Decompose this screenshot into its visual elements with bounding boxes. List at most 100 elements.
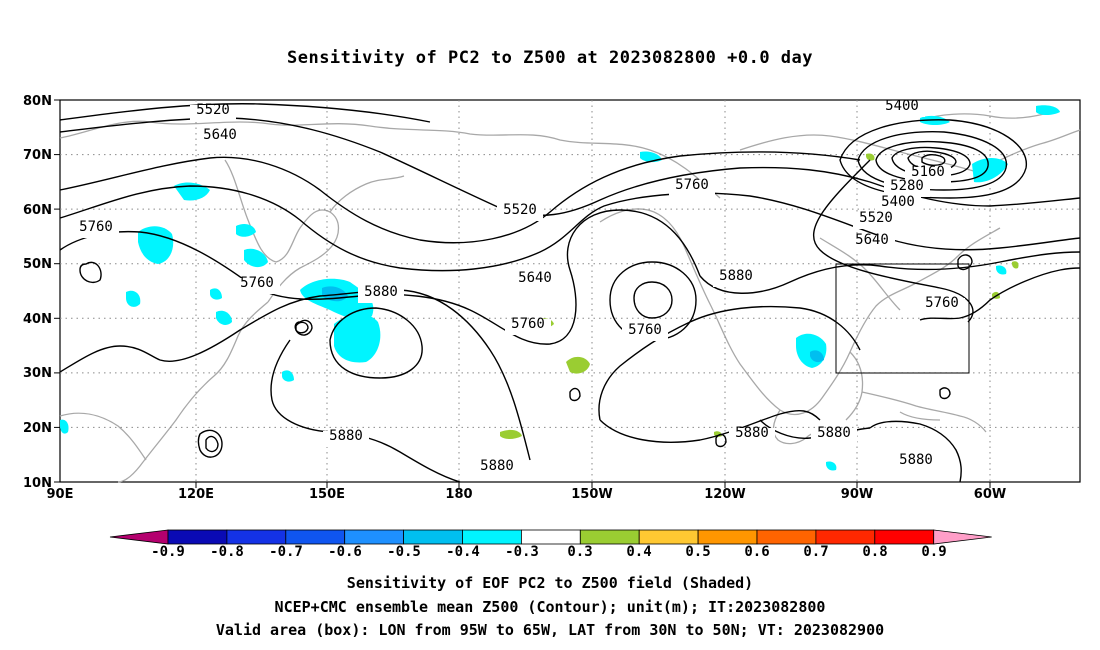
valid-area-box	[835, 263, 970, 374]
contour-label-text: 5640	[855, 232, 889, 248]
lon-label: 150E	[309, 487, 345, 502]
contour-label-text: 5760	[925, 295, 959, 311]
contour-label-text: 5880	[364, 284, 398, 300]
lon-label: 180	[445, 487, 472, 502]
contour-label: 5760	[622, 322, 668, 341]
contour-label-text: 5520	[859, 210, 893, 226]
colorbar-label: -0.3	[505, 544, 539, 560]
plot-title: Sensitivity of PC2 to Z500 at 2023082800…	[286, 48, 813, 68]
contour-label-text: 5760	[240, 275, 274, 291]
lat-label: 80N	[23, 94, 52, 109]
contour-label: 5880	[474, 458, 520, 477]
colorbar-label: -0.9	[151, 544, 185, 560]
colorbar-label: -0.8	[210, 544, 244, 560]
contour-label: 5760	[505, 316, 551, 335]
contour-label-text: 5880	[735, 425, 769, 441]
contour-label: 5400	[879, 98, 925, 117]
contour-label-text: 5760	[79, 219, 113, 235]
contour-label: 5520	[497, 202, 543, 221]
colorbar-label: 0.4	[626, 544, 651, 560]
contour-label-text: 5520	[196, 102, 230, 118]
contour-label: 5880	[893, 452, 939, 471]
colorbar-label: -0.7	[269, 544, 303, 560]
contour-label-text: 5760	[628, 322, 662, 338]
colorbar-label: -0.6	[328, 544, 362, 560]
colorbar-label: 0.6	[744, 544, 769, 560]
contour-label: 5880	[729, 425, 775, 444]
contour-label: 5640	[849, 232, 895, 251]
lat-axis: 80N 70N 60N 50N 40N 30N 20N 10N	[23, 94, 60, 491]
contour-label: 5640	[512, 270, 558, 289]
contour-label-text: 5520	[503, 202, 537, 218]
contour-label: 5760	[234, 275, 280, 294]
contour-label: 5760	[669, 177, 715, 196]
map-frame	[59, 99, 1081, 483]
colorbar-swatch	[638, 529, 699, 545]
lon-label: 60W	[974, 487, 1006, 502]
contour-label-text: 5640	[203, 127, 237, 143]
contour-label: 5520	[853, 210, 899, 229]
contour-label-text: 5400	[885, 98, 919, 114]
colorbar-label: 0.7	[803, 544, 828, 560]
colorbar-label: 0.9	[921, 544, 946, 560]
lat-label: 50N	[23, 257, 52, 272]
contour-label: 5760	[919, 295, 965, 314]
caption-contour: NCEP+CMC ensemble mean Z500 (Contour); u…	[274, 598, 826, 616]
contour-label-text: 5880	[480, 458, 514, 474]
colorbar-swatch	[579, 529, 640, 545]
contour-label-text: 5640	[518, 270, 552, 286]
contour-label: 5400	[875, 194, 921, 213]
lon-label: 90W	[841, 487, 873, 502]
contour-label-layer: 5520 5640 5400 5160 5280 5400 5520 5640 …	[73, 98, 965, 477]
contour-label-text: 5880	[329, 428, 363, 444]
colorbar-labels: -0.9 -0.8 -0.7 -0.6 -0.5 -0.4 -0.3 0.3 0…	[151, 544, 947, 560]
colorbar-swatch	[344, 529, 405, 545]
colorbar-swatch	[874, 529, 935, 545]
contour-label-text: 5760	[675, 177, 709, 193]
lat-label: 70N	[23, 148, 52, 163]
contour-label-text: 5280	[890, 178, 924, 194]
colorbar-label: 0.5	[685, 544, 710, 560]
lat-label: 20N	[23, 421, 52, 436]
lon-label: 90E	[47, 487, 74, 502]
lat-label: 60N	[23, 203, 52, 218]
lon-label: 120E	[178, 487, 214, 502]
colorbar-label: -0.4	[446, 544, 480, 560]
colorbar-arrow-left	[109, 529, 169, 545]
colorbar-swatch	[697, 529, 758, 545]
colorbar-label: 0.8	[862, 544, 887, 560]
contour-label-text: 5400	[881, 194, 915, 210]
contour-label: 5880	[323, 428, 369, 447]
contour-label: 5760	[73, 219, 119, 238]
colorbar-swatch	[226, 529, 287, 545]
contour-label-text: 5880	[899, 452, 933, 468]
caption-valid-area: Valid area (box): LON from 95W to 65W, L…	[215, 621, 885, 639]
caption-shaded: Sensitivity of EOF PC2 to Z500 field (Sh…	[346, 574, 754, 592]
colorbar-swatch	[756, 529, 817, 545]
contour-label: 5520	[190, 102, 236, 121]
contour-label-text: 5760	[511, 316, 545, 332]
lon-label: 150W	[571, 487, 612, 502]
contour-label-text: 5880	[719, 268, 753, 284]
colorbar-swatch	[403, 529, 463, 545]
colorbar-arrow-right	[933, 529, 992, 545]
contour-label: 5280	[884, 178, 930, 197]
lon-label: 120W	[704, 487, 745, 502]
lon-axis: 90E 120E 150E 180 150W 120W 90W 60W	[47, 482, 1006, 502]
lat-label: 40N	[23, 312, 52, 327]
colorbar-swatch	[285, 529, 346, 545]
contour-label: 5880	[358, 284, 404, 303]
contour-label: 5160	[905, 164, 951, 183]
colorbar-swatch	[815, 529, 876, 545]
contour-label: 5880	[713, 268, 759, 287]
colorbar	[109, 529, 992, 545]
contour-label-text: 5880	[817, 425, 851, 441]
colorbar-swatch	[167, 529, 228, 545]
contour-label: 5880	[899, 458, 933, 474]
lat-label: 10N	[23, 476, 52, 491]
lat-label: 30N	[23, 366, 52, 381]
contour-label: 5880	[811, 425, 857, 444]
colorbar-label: -0.5	[387, 544, 421, 560]
colorbar-swatch	[521, 529, 581, 545]
